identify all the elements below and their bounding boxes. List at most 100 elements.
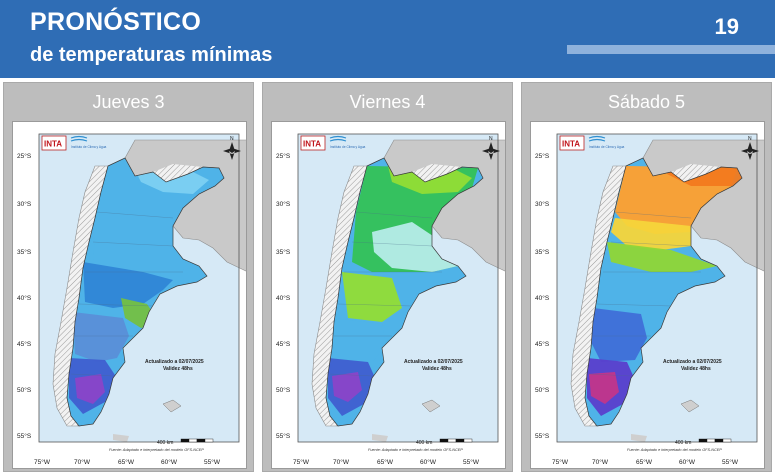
province-borders: [70, 211, 183, 377]
page-title: PRONÓSTICO: [30, 8, 202, 36]
inta-logo: INTA Instituto de Clima y Agua: [41, 135, 106, 151]
svg-text:N: N: [489, 136, 493, 142]
map-border: [297, 133, 499, 443]
logo-text: INTA: [303, 140, 321, 149]
source-note: Fuente: Adaptado e interpretado del mode…: [627, 448, 722, 452]
svg-text:400 km: 400 km: [416, 440, 432, 446]
north-arrow-icon: N: [741, 136, 759, 160]
source-note: Fuente: Adaptado e interpretado del mode…: [368, 448, 463, 452]
longitude-label: 55°W: [204, 458, 221, 466]
longitude-label: 75°W: [293, 458, 310, 466]
latitude-label: 50°S: [17, 386, 32, 394]
temperature-map: INTA Instituto de Clima y Agua N 25°S 30°S 35…: [17, 133, 246, 466]
temperature-zone: [73, 312, 129, 362]
north-arrow-icon: N: [482, 136, 500, 160]
argentina-outline: [584, 157, 743, 427]
forecast-panel-3: Sábado 5 INTA Instituto de Clima y Agua N 2…: [521, 82, 772, 472]
validity-note: Validez 48hs: [163, 366, 193, 372]
latitude-label: 50°S: [276, 386, 291, 394]
argentina-outline: [325, 157, 484, 427]
institute-name: Instituto de Clima y Agua: [330, 145, 365, 149]
hatched-area: [412, 164, 462, 182]
temperature-zone: [342, 272, 402, 322]
malvinas-islands: [680, 399, 700, 413]
page-number: 19: [714, 14, 739, 39]
inta-logo: INTA Instituto de Clima y Agua: [559, 135, 624, 151]
north-arrow-icon: N: [223, 136, 241, 160]
svg-text:N: N: [230, 136, 234, 142]
island: [372, 434, 388, 442]
longitude-label: 70°W: [592, 458, 609, 466]
source-note: Fuente: Adaptado e interpretado del mode…: [109, 448, 204, 452]
temperature-field: [326, 158, 483, 426]
hatched-area: [671, 164, 721, 182]
latitude-label: 55°S: [535, 432, 550, 440]
logo-text: INTA: [562, 140, 580, 149]
latitude-label: 25°S: [276, 152, 291, 160]
svg-text:N: N: [748, 136, 752, 142]
forecast-panel-1: Jueves 3 INTA Instituto de Clima y Agua N 2…: [3, 82, 254, 472]
malvinas-islands: [162, 399, 182, 413]
longitude-label: 70°W: [333, 458, 350, 466]
longitude-label: 55°W: [463, 458, 480, 466]
updated-note: Actualizado a 02/07/2025: [145, 359, 204, 365]
scale-bar: 400 km: [416, 438, 473, 446]
malvinas-islands: [421, 399, 441, 413]
svg-text:400 km: 400 km: [157, 440, 173, 446]
longitude-label: 75°W: [552, 458, 569, 466]
island: [113, 434, 129, 442]
longitude-label: 55°W: [722, 458, 739, 466]
latitude-label: 55°S: [276, 432, 291, 440]
island: [631, 434, 647, 442]
province-borders: [588, 211, 701, 377]
longitude-label: 75°W: [34, 458, 51, 466]
longitude-label: 65°W: [636, 458, 653, 466]
temperature-zone: [607, 242, 717, 272]
latitude-label: 45°S: [535, 340, 550, 348]
map-border: [38, 133, 240, 443]
latitude-label: 35°S: [17, 248, 32, 256]
logo-text: INTA: [44, 140, 62, 149]
latitude-label: 40°S: [535, 294, 550, 302]
panel-day-label: Viernes 4: [349, 92, 426, 112]
longitude-label: 60°W: [679, 458, 696, 466]
temperature-zone: [75, 374, 105, 404]
temperature-zone: [332, 318, 386, 362]
latitude-label: 25°S: [535, 152, 550, 160]
forecast-panel-2: Viernes 4 INTA Instituto de Clima y Agua N…: [262, 82, 513, 472]
scale-bar: 400 km: [157, 438, 214, 446]
longitude-label: 60°W: [420, 458, 437, 466]
longitude-label: 65°W: [118, 458, 135, 466]
longitude-label: 65°W: [377, 458, 394, 466]
panel-day-label: Jueves 3: [92, 92, 165, 112]
argentina-outline: [66, 157, 225, 427]
institute-name: Instituto de Clima y Agua: [71, 145, 106, 149]
validity-note: Validez 48hs: [422, 366, 452, 372]
scale-bar: 400 km: [675, 438, 732, 446]
temperature-zone: [589, 372, 619, 404]
province-borders: [329, 211, 442, 377]
latitude-label: 35°S: [276, 248, 291, 256]
forecast-map-3: INTA Instituto de Clima y Agua N 25°S 30°S 35…: [530, 121, 765, 469]
forecast-map-1: INTA Instituto de Clima y Agua N 25°S 30°S 35…: [12, 121, 247, 469]
latitude-label: 30°S: [276, 200, 291, 208]
temperature-zone: [372, 222, 458, 272]
validity-note: Validez 48hs: [681, 366, 711, 372]
forecast-map-2: INTA Instituto de Clima y Agua N 25°S 30°S 35…: [271, 121, 506, 469]
latitude-label: 35°S: [535, 248, 550, 256]
inta-logo: INTA Instituto de Clima y Agua: [300, 135, 365, 151]
temperature-zone: [332, 372, 362, 402]
latitude-label: 45°S: [17, 340, 32, 348]
latitude-label: 25°S: [17, 152, 32, 160]
decorative-bar: [567, 45, 775, 54]
page-subtitle: de temperaturas mínimas: [30, 44, 273, 66]
temperature-map: INTA Instituto de Clima y Agua N 25°S 30°S 35…: [276, 133, 505, 466]
latitude-label: 40°S: [276, 294, 291, 302]
temperature-map: INTA Instituto de Clima y Agua N 25°S 30°S 35…: [535, 133, 764, 466]
hatched-area: [153, 164, 203, 182]
panel-day-label: Sábado 5: [607, 92, 686, 112]
updated-note: Actualizado a 02/07/2025: [404, 359, 463, 365]
temperature-zone: [611, 218, 691, 250]
latitude-label: 40°S: [17, 294, 32, 302]
institute-name: Instituto de Clima y Agua: [589, 145, 624, 149]
